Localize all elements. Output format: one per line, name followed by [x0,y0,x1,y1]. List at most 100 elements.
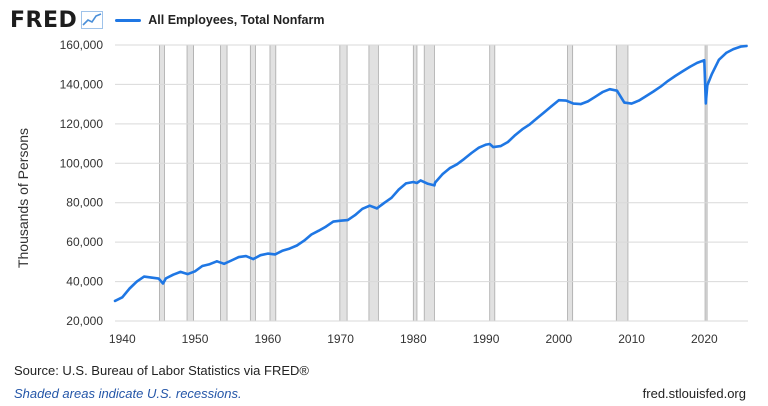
data-point [150,276,153,279]
y-tick-label: 60,000 [66,235,103,249]
data-point [732,48,735,51]
data-point [288,247,291,250]
recession-band-2 [186,44,194,322]
data-point [404,182,408,185]
recession-band-7 [368,44,379,322]
recession-bands [158,44,708,322]
data-point [630,102,633,105]
data-point [695,61,699,65]
data-point [172,273,175,276]
data-point [434,181,437,184]
data-point [652,90,655,93]
data-point [659,85,662,88]
x-tick-label: 1950 [182,332,209,346]
data-point [521,128,524,131]
x-tick-label: 2000 [545,332,572,346]
data-point [745,44,748,48]
data-point [368,204,371,207]
data-point [273,253,277,256]
legend-label: All Employees, Total Nonfarm [148,13,325,27]
data-point [121,296,124,299]
data-point [557,99,560,102]
data-point [725,51,728,54]
data-point [623,101,626,104]
x-tick-label: 2020 [691,332,718,346]
data-point [717,58,720,61]
legend-swatch [115,18,142,22]
data-point [586,100,590,103]
fred-logo[interactable]: FRED [10,7,78,33]
y-tick-label: 140,000 [60,77,104,91]
data-point [113,299,117,302]
data-point [346,218,349,222]
data-point [157,277,160,280]
recession-band-3 [220,44,228,322]
data-point [615,89,619,92]
data-point [637,99,640,102]
y-tick-label: 120,000 [60,117,104,131]
data-point [375,207,379,210]
y-axis-label: Thousands of Persons [15,128,31,268]
recession-note: Shaded areas indicate U.S. recessions. [14,386,242,401]
x-tick-label: 2010 [618,332,645,346]
data-point [506,140,509,144]
recession-band-4 [249,44,256,322]
recession-band-5 [269,44,277,322]
y-tick-label: 100,000 [60,156,104,170]
data-point [681,70,684,73]
data-point [455,163,459,166]
x-tick-label: 1990 [473,332,500,346]
recession-band-6 [339,44,348,322]
data-point [739,45,742,48]
grid-lines [115,44,748,322]
data-point [703,59,706,62]
y-tick-label: 20,000 [66,314,103,328]
data-point [674,74,677,78]
y-tick-label: 160,000 [60,38,104,52]
data-point [463,157,466,161]
site-link[interactable]: fred.stlouisfed.org [642,386,746,401]
line-chart: 20,000 40,000 60,000 80,000 100,000 120,000 14… [15,38,748,346]
data-point [608,88,611,91]
data-point [332,220,335,223]
data-point [361,207,364,210]
data-point [215,260,218,263]
x-tick-label: 1970 [327,332,354,346]
data-point [128,287,131,290]
data-point [135,280,138,283]
data-point [514,133,517,137]
data-point [179,270,182,274]
data-point [186,272,189,276]
y-tick-labels: 20,000 40,000 60,000 80,000 100,000 120,000 14… [60,38,104,328]
data-point [237,256,240,259]
data-point [645,94,648,98]
data-point [666,79,670,82]
data-point [441,173,444,176]
data-point [594,95,597,98]
data-point [223,262,226,265]
data-point [572,102,575,105]
data-point [484,143,488,146]
legend: All Employees, Total Nonfarm [115,13,324,27]
y-tick-label: 80,000 [66,196,103,210]
data-point [295,244,298,247]
data-point [201,264,204,268]
x-tick-label: 1960 [254,332,281,346]
data-point [415,181,419,185]
data-point [477,146,480,149]
data-point [161,282,165,285]
recession-band-10 [489,44,496,322]
data-point [706,84,709,87]
x-tick-label: 1940 [109,332,136,346]
x-tick-labels: 1940 1950 1960 1970 1980 1990 2000 2010 2020 [109,332,718,346]
data-point [565,99,568,102]
data-point [383,201,386,205]
data-point [324,225,328,228]
data-point [543,111,546,114]
data-point [259,254,262,257]
recession-band-12 [615,44,629,322]
series-line-1 [113,44,748,303]
data-point [339,219,342,222]
data-point [426,182,429,185]
data-point [448,167,451,170]
